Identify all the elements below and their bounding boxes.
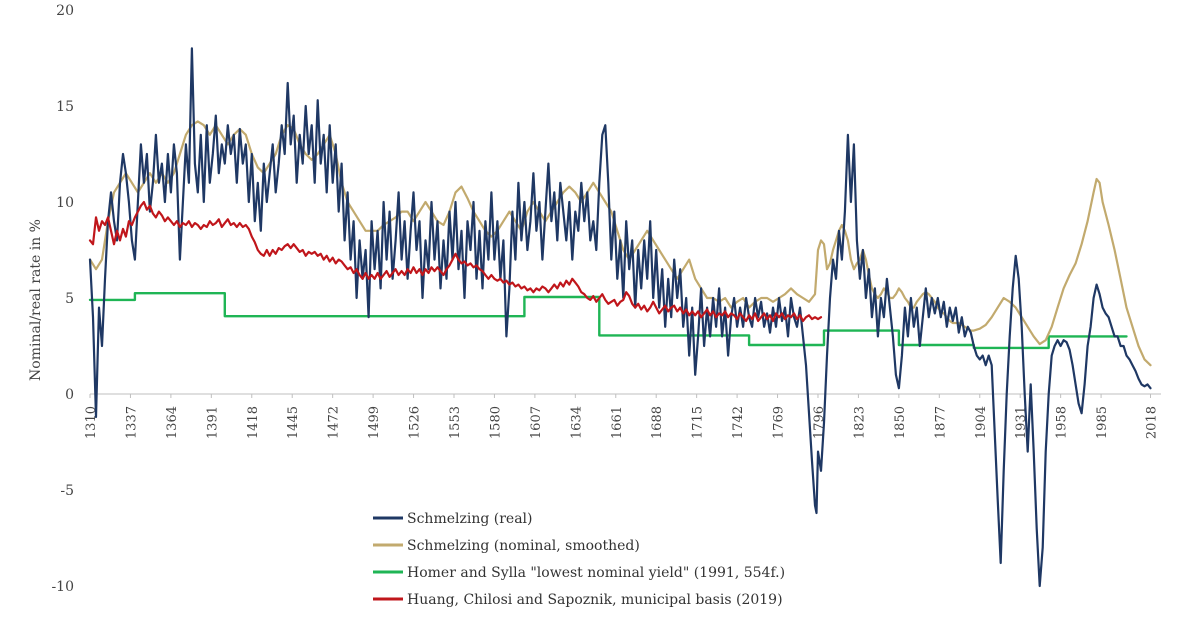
legend-label: Huang, Chilosi and Sapoznik, municipal b…	[407, 592, 783, 608]
x-tick-label: 1877	[933, 406, 948, 439]
x-tick-label: 1553	[448, 406, 463, 439]
series-line-0	[88, 47, 1152, 588]
x-tick-label: 1472	[327, 406, 342, 439]
x-tick-label: 1904	[974, 406, 989, 439]
x-tick-label: 1958	[1055, 406, 1070, 439]
x-tick-label: 1607	[529, 406, 544, 439]
x-tick-label: 1742	[731, 406, 746, 439]
x-tick-label: 1661	[610, 406, 625, 439]
legend: Schmelzing (real) Schmelzing (nominal, sm…	[373, 511, 785, 608]
x-tick-label: 1850	[893, 406, 908, 439]
x-tick-label: 1634	[569, 406, 584, 439]
x-tick-label: 1715	[691, 406, 706, 439]
x-axis-ticks: 1310 1337 1364 1391 1418 1445 1472 1499 1526 1553…	[84, 394, 1160, 439]
x-tick-label: 1580	[488, 406, 503, 439]
y-tick-label: 5	[65, 291, 74, 307]
series-line-3	[88, 200, 823, 323]
y-axis-label: Nominal/real rate in %	[28, 219, 44, 381]
y-axis-ticks: 20 15 10 5 0 -5 -10	[51, 3, 74, 595]
x-tick-label: 1499	[367, 406, 382, 439]
y-tick-label: -10	[51, 579, 74, 595]
x-tick-label: 1445	[286, 406, 301, 439]
y-tick-label: 20	[56, 3, 74, 19]
x-tick-label: 1418	[246, 406, 261, 439]
x-tick-label: 1337	[124, 406, 139, 439]
x-tick-label: 1823	[852, 406, 867, 439]
x-tick-label: 2018	[1145, 406, 1160, 439]
x-tick-label: 1985	[1095, 406, 1110, 439]
y-tick-label: -5	[60, 483, 74, 499]
x-tick-label: 1688	[650, 406, 665, 439]
x-tick-label: 1391	[205, 406, 220, 439]
y-tick-label: 15	[56, 99, 74, 115]
y-tick-label: 10	[56, 195, 74, 211]
legend-label: Homer and Sylla "lowest nominal yield" (…	[407, 565, 785, 581]
series-lines	[88, 47, 1152, 588]
x-tick-label: 1526	[408, 406, 423, 439]
x-tick-label: 1769	[772, 406, 787, 439]
series-line-2	[88, 292, 1128, 350]
x-tick-label: 1364	[165, 406, 180, 439]
legend-label: Schmelzing (nominal, smoothed)	[407, 538, 640, 554]
legend-label: Schmelzing (real)	[407, 511, 533, 527]
y-tick-label: 0	[65, 387, 74, 403]
